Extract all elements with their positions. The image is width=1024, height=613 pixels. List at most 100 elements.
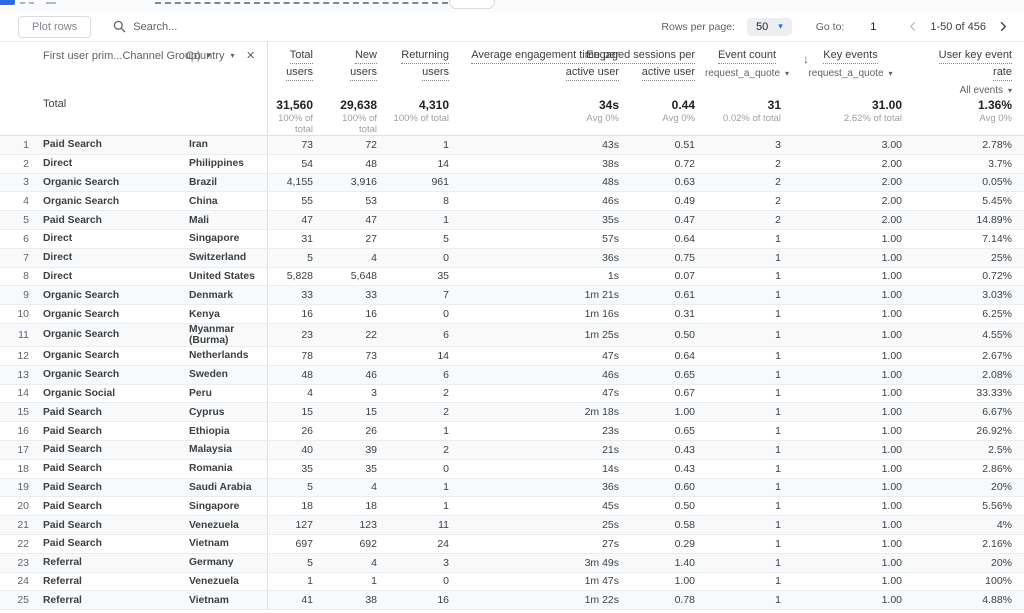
goto-page-input[interactable]: 1	[870, 20, 877, 33]
table-toolbar: Plot rows Rows per page: 50 ▾ Go to: 1 1…	[0, 12, 1024, 42]
rows-per-page-select[interactable]: 50 ▾	[746, 17, 792, 36]
table-row: 16 Paid Search Ethiopia 26 26 1 23s 0.65…	[0, 421, 1024, 441]
cell-returning-users: 7	[389, 285, 461, 306]
cell-new-users: 18	[325, 496, 389, 517]
cell-country: Ethiopia	[186, 421, 268, 441]
cell-avg-engagement: 35s	[461, 210, 631, 230]
previous-page-icon[interactable]	[906, 19, 920, 34]
cell-engaged-sessions: 0.31	[631, 304, 707, 324]
header-row: First user prim...Channel Group) ▾ Count…	[0, 42, 1024, 97]
col-header-total-users[interactable]: Total users	[267, 42, 325, 97]
col-header-engaged-sessions[interactable]: Engaged sessions per active user	[586, 42, 707, 97]
cell-row-number: 12	[0, 346, 40, 366]
cell-country: Vietnam	[186, 590, 268, 611]
next-page-icon[interactable]	[996, 19, 1010, 34]
cell-total-users: 48	[267, 365, 325, 385]
cell-row-number: 1	[0, 135, 40, 155]
cell-row-number: 5	[0, 210, 40, 230]
channel-group-dropdown[interactable]: First user prim...Channel Group) ▾	[43, 50, 211, 62]
cell-event-count: 1	[707, 384, 793, 404]
sort-descending-icon[interactable]: ↓	[803, 52, 809, 66]
chevron-down-icon: ▾	[1007, 85, 1012, 95]
cell-row-number: 16	[0, 421, 40, 441]
country-dropdown[interactable]: Country ▾	[186, 50, 235, 62]
cell-new-users: 26	[325, 421, 389, 441]
cell-channel-group: Paid Search	[40, 478, 186, 498]
report-table: First user prim...Channel Group) ▾ Count…	[0, 42, 1024, 611]
col-header-key-events[interactable]: ↓ Key events request_a_quote ▾	[793, 42, 914, 97]
event-select-value: request_a_quote	[704, 68, 781, 79]
cell-row-number: 8	[0, 267, 40, 287]
search-input[interactable]	[133, 20, 284, 33]
cell-new-users: 4	[325, 248, 389, 268]
cell-returning-users: 0	[389, 248, 461, 268]
table-row: 4 Organic Search China 55 53 8 46s 0.49 …	[0, 191, 1024, 212]
cell-new-users: 4	[325, 553, 389, 573]
cell-returning-users: 8	[389, 191, 461, 212]
cell-event-count: 1	[707, 421, 793, 441]
cell-avg-engagement: 45s	[461, 496, 631, 517]
key-events-event-select[interactable]: request_a_quote ▾	[808, 67, 892, 80]
table-body: 1 Paid Search Iran 73 72 1 43s 0.51 3 3.…	[0, 135, 1024, 611]
col-header-user-key-event-rate[interactable]: User key event rate All events ▾	[914, 42, 1024, 97]
search-box[interactable]	[113, 20, 284, 33]
cell-returning-users: 3	[389, 553, 461, 573]
cell-new-users: 72	[325, 135, 389, 155]
col-header-returning-users[interactable]: Returning users	[389, 42, 461, 97]
goto-label: Go to:	[815, 20, 845, 33]
cell-country: Mali	[186, 210, 268, 230]
table-row: 1 Paid Search Iran 73 72 1 43s 0.51 3 3.…	[0, 135, 1024, 155]
cell-new-users: 22	[325, 323, 389, 347]
cell-key-events: 1.00	[793, 323, 914, 347]
cell-key-events: 1.00	[793, 365, 914, 385]
top-chrome-strip	[0, 0, 1024, 12]
cell-event-count: 1	[707, 267, 793, 287]
rate-event-select[interactable]: All events ▾	[960, 84, 1012, 97]
cell-user-key-event-rate: 6.25%	[914, 304, 1024, 324]
cell-channel-group: Paid Search	[40, 459, 186, 479]
col-header-new-users[interactable]: New users	[325, 42, 389, 97]
table-row: 19 Paid Search Saudi Arabia 5 4 1 36s 0.…	[0, 478, 1024, 498]
cell-channel-group: Organic Search	[40, 323, 186, 347]
cell-event-count: 1	[707, 323, 793, 347]
plot-rows-button[interactable]: Plot rows	[18, 15, 92, 38]
cell-user-key-event-rate: 4.88%	[914, 590, 1024, 611]
cell-key-events: 1.00	[793, 572, 914, 592]
cell-country: Malaysia	[186, 440, 268, 460]
cell-event-count: 1	[707, 365, 793, 385]
cell-key-events: 1.00	[793, 248, 914, 268]
cell-avg-engagement: 46s	[461, 365, 631, 385]
table-row: 12 Organic Search Netherlands 78 73 14 4…	[0, 346, 1024, 366]
cell-engaged-sessions: 0.63	[631, 173, 707, 193]
table-row: 23 Referral Germany 5 4 3 3m 49s 1.40 1 …	[0, 553, 1024, 573]
cell-row-number: 19	[0, 478, 40, 498]
cell-new-users: 4	[325, 478, 389, 498]
col-header-avg-engagement[interactable]: Average engagement time per active user	[461, 42, 631, 97]
cell-new-users: 47	[325, 210, 389, 230]
cell-avg-engagement: 46s	[461, 191, 631, 212]
cell-key-events: 3.00	[793, 135, 914, 155]
cell-new-users: 3	[325, 384, 389, 404]
cell-country: Kenya	[186, 304, 268, 324]
cell-user-key-event-rate: 100%	[914, 572, 1024, 592]
cell-row-number: 21	[0, 515, 40, 535]
cell-avg-engagement: 57s	[461, 229, 631, 249]
table-row: 20 Paid Search Singapore 18 18 1 45s 0.5…	[0, 496, 1024, 517]
cell-total-users: 55	[267, 191, 325, 212]
cell-key-events: 2.00	[793, 173, 914, 193]
col-label: Returning	[401, 49, 449, 64]
cell-returning-users: 16	[389, 590, 461, 611]
cell-country: Philippines	[186, 154, 268, 174]
cell-total-users: 15	[267, 402, 325, 423]
cell-avg-engagement: 47s	[461, 384, 631, 404]
cell-total-users: 54	[267, 154, 325, 174]
col-label: active user	[641, 66, 695, 81]
event-count-event-select[interactable]: request_a_quote ▾	[705, 67, 789, 80]
cell-key-events: 2.00	[793, 191, 914, 212]
cell-row-number: 3	[0, 173, 40, 193]
remove-dimension-icon[interactable]: ✕	[246, 50, 256, 62]
cell-engaged-sessions: 1.00	[631, 402, 707, 423]
cell-returning-users: 14	[389, 346, 461, 366]
cell-user-key-event-rate: 20%	[914, 478, 1024, 498]
col-header-event-count[interactable]: Event count request_a_quote ▾	[705, 42, 793, 97]
